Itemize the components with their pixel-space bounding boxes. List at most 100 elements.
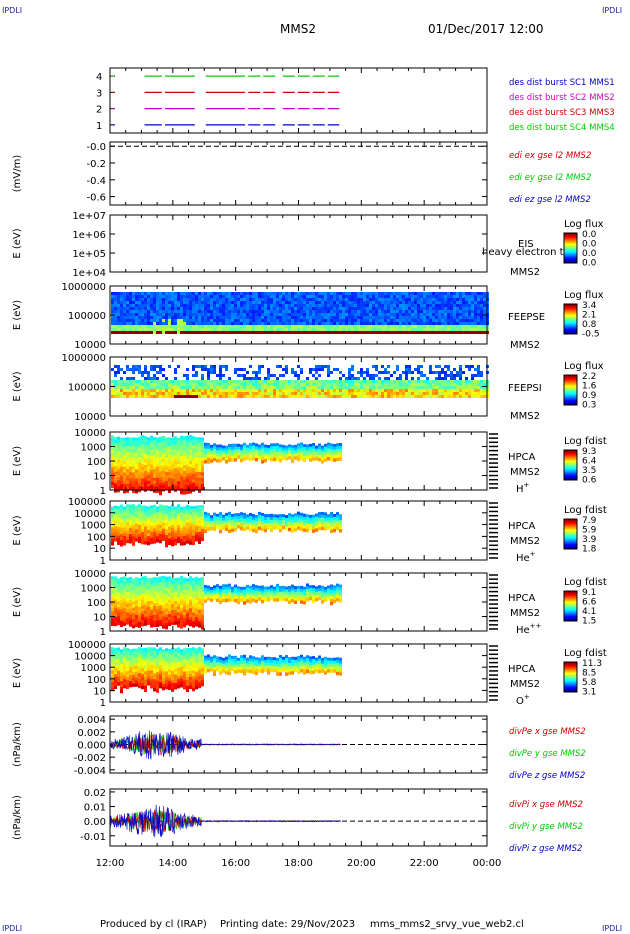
hpca-h-panel-cell (192, 479, 195, 484)
hpca-he-panel-cell (237, 513, 240, 517)
feepse-panel-ytick-label: 10000 (74, 340, 106, 351)
hpca-he-panel-colorbar (564, 519, 577, 550)
feepsi-panel-cell (135, 386, 138, 389)
hpca-h-panel-cell (339, 443, 342, 447)
feepsi-panel-cell (417, 380, 420, 383)
feepse-panel-cell (207, 325, 210, 328)
edi-panel-ytick-label: -0.6 (86, 193, 106, 204)
feepse-panel-cell (222, 292, 225, 295)
feepse-panel-cell (483, 331, 486, 334)
feepse-panel-cell (159, 325, 162, 328)
hpca-h-panel-cell (336, 451, 339, 456)
eis-panel-colorbar-cell (564, 246, 577, 248)
feepsi-panel-cell (321, 383, 324, 386)
feepsi-panel-cell (156, 377, 159, 380)
feepsi-panel-cell (351, 383, 354, 386)
feepsi-panel-cell (369, 386, 372, 389)
feepse-panel-cell (156, 331, 159, 334)
feepse-panel-cell (474, 328, 477, 331)
feepsi-panel-cell (306, 380, 309, 383)
hpca-h-panel-cell (210, 456, 213, 460)
feepse-panel-cell (267, 331, 270, 334)
hpca-he-panel-cell (192, 515, 195, 519)
feepse-panel-cell (351, 301, 354, 304)
feepsi-panel-cell (249, 377, 252, 380)
hpca-he-panel-cell (111, 533, 114, 537)
feepse-panel-cell (135, 316, 138, 319)
feepse-panel-cell (444, 298, 447, 301)
feepse-panel-cell (153, 301, 156, 304)
hpca-h-panel-cell (177, 481, 180, 485)
feepse-panel-cell (399, 313, 402, 316)
feepsi-panel-cell (477, 386, 480, 389)
hpca-h-panel-cell (147, 466, 150, 470)
feepsi-panel-cell (204, 389, 207, 392)
hpca-h-panel-cell (231, 452, 234, 456)
feepsi-panel-cell (201, 380, 204, 383)
feepse-panel-cell (333, 319, 336, 322)
feepsi-panel-cell (261, 389, 264, 392)
feepse-panel-cell (354, 325, 357, 328)
feepse-panel-cell (414, 316, 417, 319)
hpca-he-panel-cell (321, 520, 324, 525)
feepse-panel-cell (213, 316, 216, 319)
hpca-h-panel-colorbar-cell (564, 466, 577, 468)
feepse-panel-cell (279, 298, 282, 301)
feepse-panel-cell (279, 304, 282, 307)
feepse-panel-cell (396, 313, 399, 316)
feepse-panel-cell (273, 295, 276, 298)
hpca-h-panel-cell (195, 460, 198, 464)
feepsi-panel-cell (447, 392, 450, 395)
feepsi-panel-cell (213, 386, 216, 389)
feepsi-panel-cell (441, 383, 444, 386)
hpca-h-panel-cell (162, 447, 165, 451)
feepsi-panel-cell (438, 377, 441, 380)
eis-panel-colorbar-cell (564, 261, 577, 263)
hpca-h-panel-cell (201, 454, 204, 459)
feepsi-panel-cell (435, 389, 438, 392)
hpca-he-panel-cell (195, 517, 198, 521)
feepse-panel-cell (111, 310, 114, 313)
feepse-panel-cell (252, 307, 255, 310)
feepsi-panel-cell (222, 395, 225, 398)
feepsi-panel-cell (342, 374, 345, 377)
hpca-he-panel-cell (261, 512, 264, 517)
hpca-h-panel-cell (327, 442, 330, 446)
hpca-h-panel-cell (336, 446, 339, 450)
hpca-he-panel-cell (306, 517, 309, 521)
feepse-panel-cell (168, 310, 171, 313)
hpca-h-panel-cell (132, 466, 135, 470)
feepse-panel-cell (270, 301, 273, 304)
feepse-panel-cell (195, 295, 198, 298)
feepsi-panel-cell (345, 380, 348, 383)
eis-panel-colorbar-tick: 0.0 (582, 230, 597, 240)
hpca-he-panel-cell (324, 521, 327, 525)
feepse-panel-cell (291, 322, 294, 325)
feepse-panel-cell (174, 304, 177, 307)
feepse-panel-cell (183, 313, 186, 316)
hpca-h-panel-cell (126, 454, 129, 458)
hpca-h-panel-cell (156, 437, 159, 441)
feepse-panel-cell (186, 331, 189, 334)
feepse-panel-cell (261, 292, 264, 295)
hpca-he-panel-cell (126, 507, 129, 511)
feepsi-panel-cell (366, 389, 369, 392)
hpca-h-panel-cell (126, 463, 129, 467)
hpca-he-panel-cell (309, 523, 312, 528)
feepsi-panel-cell (318, 395, 321, 398)
feepsi-panel-cell (339, 377, 342, 380)
hpca-h-panel-cell (144, 444, 147, 449)
hpca-h-panel-cell (114, 486, 117, 490)
feepsi-panel-cell (192, 374, 195, 377)
hpca-he-panel-cell (174, 515, 177, 519)
feepsi-panel-cell (213, 365, 216, 368)
feepsi-panel-cell (282, 392, 285, 395)
hpca-h-panel-cell (291, 456, 294, 461)
feepsi-panel-cell (372, 377, 375, 380)
feepse-panel-cell (447, 328, 450, 331)
feepse-panel-cell (393, 301, 396, 304)
feepse-panel-cell (234, 295, 237, 298)
hpca-he-panel-cell (276, 526, 279, 530)
feepsi-panel-cell (288, 383, 291, 386)
feepsi-panel-cell (237, 395, 240, 398)
